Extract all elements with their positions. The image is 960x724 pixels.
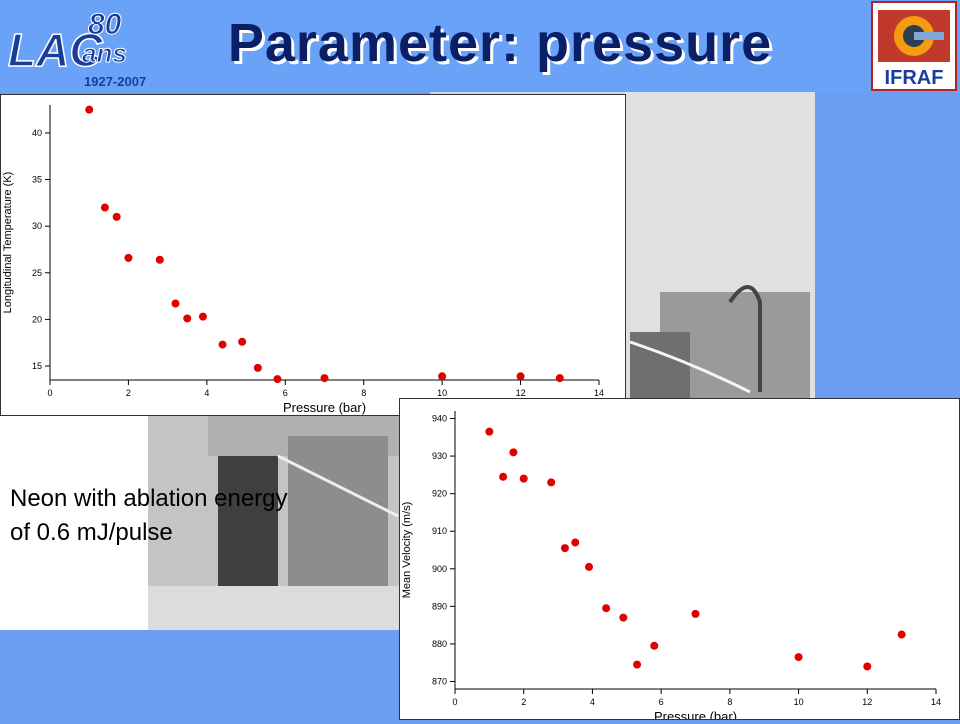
chart1-x-tick-label: 2	[126, 388, 131, 398]
chart2-data-point	[794, 653, 803, 662]
chart1-x-tick-label: 4	[204, 388, 209, 398]
chart2-data-point	[863, 662, 872, 671]
chart2-data-point	[560, 544, 569, 553]
chart1-data-point	[555, 374, 564, 383]
chart1-data-point	[183, 314, 192, 323]
chart2-x-tick-label: 8	[727, 697, 732, 707]
chart2-data-point	[633, 660, 642, 669]
chart2-data-point	[650, 641, 659, 650]
chart2-y-axis-label: Mean Velocity (m/s)	[401, 502, 413, 599]
chart1-data-point	[155, 255, 164, 264]
chart1-data-point	[124, 253, 133, 262]
chart1-x-axis-label: Pressure (bar)	[283, 400, 366, 415]
chart2-data-point	[619, 613, 628, 622]
chart1-data-point	[438, 372, 447, 381]
velocity-vs-pressure-chart: 0 2 4 6 8 10 12 14 870 880 890 900 910 920 930 940 Press…	[399, 398, 960, 724]
chart1-y-tick-label: 20	[32, 314, 42, 324]
chart2-data-point	[509, 448, 518, 457]
slide-title: Parameter: pressure	[227, 13, 773, 73]
chart1-x-tick-label: 10	[437, 388, 447, 398]
lac-logo-text: LAC	[8, 24, 103, 76]
chart1-y-tick-label: 30	[32, 221, 42, 231]
chart2-data-point	[691, 609, 700, 618]
chart2-data-point	[584, 562, 593, 571]
chart2-y-tick-label: 900	[432, 564, 447, 574]
chart1-data-point	[273, 375, 282, 384]
lab-photo-bottom	[148, 416, 400, 630]
chart2-x-tick-label: 14	[931, 697, 941, 707]
chart1-data-point	[100, 203, 109, 212]
chart2-x-axis-label: Pressure (bar)	[654, 709, 737, 719]
logo-ans-text: ans	[82, 38, 127, 68]
chart2-data-point	[547, 478, 556, 487]
chart1-data-point	[112, 212, 121, 221]
chart1-x-tick-label: 6	[283, 388, 288, 398]
caption-text: Neon with ablation energy of 0.6 mJ/puls…	[10, 482, 390, 550]
chart1-data-point	[198, 312, 207, 321]
chart2-x-tick-label: 0	[452, 697, 457, 707]
chart2-y-tick-label: 920	[432, 489, 447, 499]
chart1-y-tick-label: 15	[32, 361, 42, 371]
chart1-data-point	[218, 340, 227, 349]
caption-line-2: of 0.6 mJ/pulse	[10, 519, 173, 546]
chart1-x-tick-label: 14	[594, 388, 604, 398]
temperature-vs-pressure-chart: 0 2 4 6 8 10 12 14 15 20 25 30 35 40 Pressure (bar) Lon…	[0, 94, 626, 416]
chart2-data-point	[485, 427, 494, 436]
chart2-x-tick-label: 6	[659, 697, 664, 707]
velocity-chart-svg: 0 2 4 6 8 10 12 14 870 880 890 900 910 920 930 940 Press…	[401, 411, 941, 724]
chart1-y-axis-label: Longitudinal Temperature (K)	[2, 172, 14, 314]
chart1-y-tick-label: 35	[32, 175, 42, 185]
chart2-data-point	[897, 630, 906, 639]
chart1-x-tick-label: 12	[516, 388, 526, 398]
temperature-chart-svg: 0 2 4 6 8 10 12 14 15 20 25 30 35 40 Pressure (bar) Lon…	[2, 105, 604, 415]
chart1-y-tick-label: 25	[32, 268, 42, 278]
ifraf-logo: IFRAF	[866, 0, 960, 92]
title-bar	[0, 0, 960, 92]
chart2-y-tick-label: 890	[432, 601, 447, 611]
chart1-x-tick-label: 8	[361, 388, 366, 398]
logo-years-text: 1927-2007	[84, 74, 146, 89]
chart1-data-point	[238, 337, 247, 346]
chart1-y-tick-label: 40	[32, 128, 42, 138]
chart2-x-tick-label: 2	[521, 697, 526, 707]
chart2-y-tick-label: 870	[432, 676, 447, 686]
ifraf-logo-text: IFRAF	[885, 67, 944, 89]
chart1-data-point	[253, 363, 262, 372]
chart2-x-tick-label: 4	[590, 697, 595, 707]
chart2-y-tick-label: 930	[432, 451, 447, 461]
chart2-y-tick-label: 880	[432, 639, 447, 649]
chart2-y-tick-label: 910	[432, 526, 447, 536]
chart2-x-tick-label: 12	[862, 697, 872, 707]
chart1-data-point	[516, 372, 525, 381]
chart2-data-point	[571, 538, 580, 547]
logo-80-text: 80	[88, 8, 122, 41]
chart2-y-tick-label: 940	[432, 414, 447, 424]
chart1-x-tick-label: 0	[47, 388, 52, 398]
chart2-data-point	[519, 474, 528, 483]
chart2-x-tick-label: 10	[794, 697, 804, 707]
chart1-data-point	[171, 299, 180, 308]
lac-80-ans-logo: LAC 80 ans 1927-2007	[0, 0, 150, 92]
caption-line-1: Neon with ablation energy	[10, 485, 288, 512]
chart2-data-point	[602, 604, 611, 613]
chart1-data-point	[85, 105, 94, 114]
chart2-data-point	[499, 472, 508, 481]
chart1-data-point	[320, 374, 329, 383]
